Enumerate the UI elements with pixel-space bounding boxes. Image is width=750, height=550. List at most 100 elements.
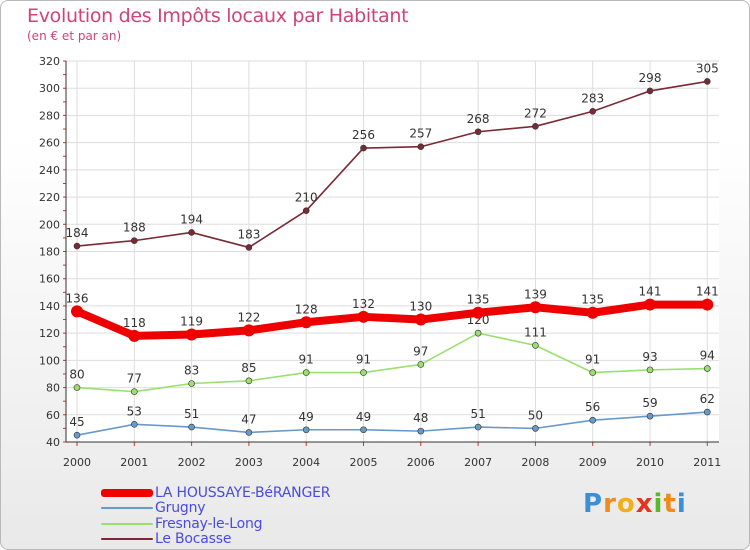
data-point xyxy=(703,365,711,372)
x-tick-label: 2005 xyxy=(350,456,378,469)
data-point xyxy=(532,123,539,130)
data-point xyxy=(417,361,425,368)
data-label: 49 xyxy=(299,410,314,424)
series-line-main xyxy=(73,300,712,340)
legend-swatch xyxy=(101,522,153,525)
data-label: 305 xyxy=(696,61,719,75)
x-tick-label: 2000 xyxy=(63,456,91,469)
data-point xyxy=(701,298,714,311)
data-point xyxy=(131,421,138,428)
data-label: 298 xyxy=(639,71,662,85)
data-point xyxy=(474,423,482,431)
data-point xyxy=(703,408,711,416)
data-point xyxy=(589,108,597,115)
y-tick-label: 260 xyxy=(39,137,60,150)
data-point xyxy=(131,388,138,395)
data-label: 283 xyxy=(581,91,604,105)
x-tick-label: 2008 xyxy=(521,456,549,469)
series-line-3 xyxy=(76,80,709,249)
x-tick-label: 2007 xyxy=(464,456,492,469)
data-point xyxy=(73,242,81,250)
data-label: 256 xyxy=(352,128,375,142)
data-label: 184 xyxy=(66,226,89,240)
data-point xyxy=(242,324,255,337)
x-tick-label: 2004 xyxy=(292,456,320,469)
x-tick-label: 2001 xyxy=(120,456,148,469)
legend-swatch xyxy=(101,538,153,541)
data-point xyxy=(245,377,253,385)
data-label: 62 xyxy=(700,392,715,406)
y-tick-label: 140 xyxy=(39,300,60,313)
data-label: 91 xyxy=(356,353,371,367)
data-point xyxy=(302,369,310,376)
chart-subtitle: (en € et par an) xyxy=(27,29,122,43)
data-label: 51 xyxy=(184,407,199,421)
data-label: 130 xyxy=(409,300,432,314)
data-point xyxy=(589,416,597,424)
y-tick-label: 220 xyxy=(39,191,60,204)
data-label: 257 xyxy=(409,127,432,141)
data-label: 48 xyxy=(413,411,428,425)
y-tick-label: 60 xyxy=(46,409,60,422)
data-point xyxy=(245,429,253,436)
data-label: 139 xyxy=(524,287,547,301)
data-point xyxy=(357,310,370,323)
data-point xyxy=(474,329,482,337)
data-point xyxy=(360,369,367,376)
x-tick-label: 2009 xyxy=(579,456,607,469)
data-point xyxy=(414,313,427,326)
y-tick-label: 160 xyxy=(39,273,60,286)
data-point xyxy=(302,207,310,214)
data-point xyxy=(188,229,195,236)
series-line-1 xyxy=(76,411,709,436)
data-label: 268 xyxy=(467,112,490,126)
legend-label: Le Bocasse xyxy=(155,531,232,548)
data-label: 85 xyxy=(241,361,256,375)
data-point xyxy=(646,412,654,420)
data-label: 118 xyxy=(123,316,146,330)
proxiti-logo: Proxiti xyxy=(583,489,687,519)
data-label: 210 xyxy=(295,191,318,205)
data-label: 56 xyxy=(585,400,600,414)
data-point xyxy=(529,301,542,314)
data-label: 183 xyxy=(237,227,260,241)
y-tick-label: 120 xyxy=(39,327,60,340)
y-tick-label: 40 xyxy=(46,436,60,449)
legend-label: LA HOUSSAYE-BéRANGER xyxy=(155,484,331,501)
data-point xyxy=(71,305,83,318)
data-point xyxy=(360,144,367,152)
legend-label: Grugny xyxy=(155,500,206,517)
data-label: 80 xyxy=(69,368,84,382)
data-label: 97 xyxy=(413,344,428,358)
data-label: 59 xyxy=(642,396,657,410)
legend-item: Grugny xyxy=(101,500,330,517)
data-point xyxy=(300,316,313,329)
data-point xyxy=(532,425,539,432)
data-point xyxy=(474,128,482,136)
data-point xyxy=(589,369,597,376)
legend-swatch xyxy=(101,507,153,510)
data-point xyxy=(586,306,599,319)
x-tick-label: 2011 xyxy=(693,456,721,469)
data-label: 128 xyxy=(295,302,318,316)
data-label: 91 xyxy=(585,353,600,367)
data-label: 135 xyxy=(581,293,604,307)
y-tick-label: 300 xyxy=(39,82,60,95)
data-point xyxy=(128,329,141,342)
chart-legend: LA HOUSSAYE-BéRANGER Grugny Fresnay-le-Lon… xyxy=(101,485,330,547)
y-tick-label: 280 xyxy=(39,109,60,122)
x-tick-label: 2006 xyxy=(407,456,435,469)
data-label: 111 xyxy=(524,325,547,339)
x-tick-label: 2010 xyxy=(636,456,664,469)
data-point xyxy=(417,143,425,151)
data-label: 194 xyxy=(180,212,203,226)
data-point xyxy=(644,298,656,311)
data-point xyxy=(417,427,425,435)
data-label: 83 xyxy=(184,363,199,377)
data-point xyxy=(302,426,310,434)
data-label: 91 xyxy=(299,353,314,367)
data-label: 141 xyxy=(696,285,719,299)
data-label: 119 xyxy=(180,315,203,329)
